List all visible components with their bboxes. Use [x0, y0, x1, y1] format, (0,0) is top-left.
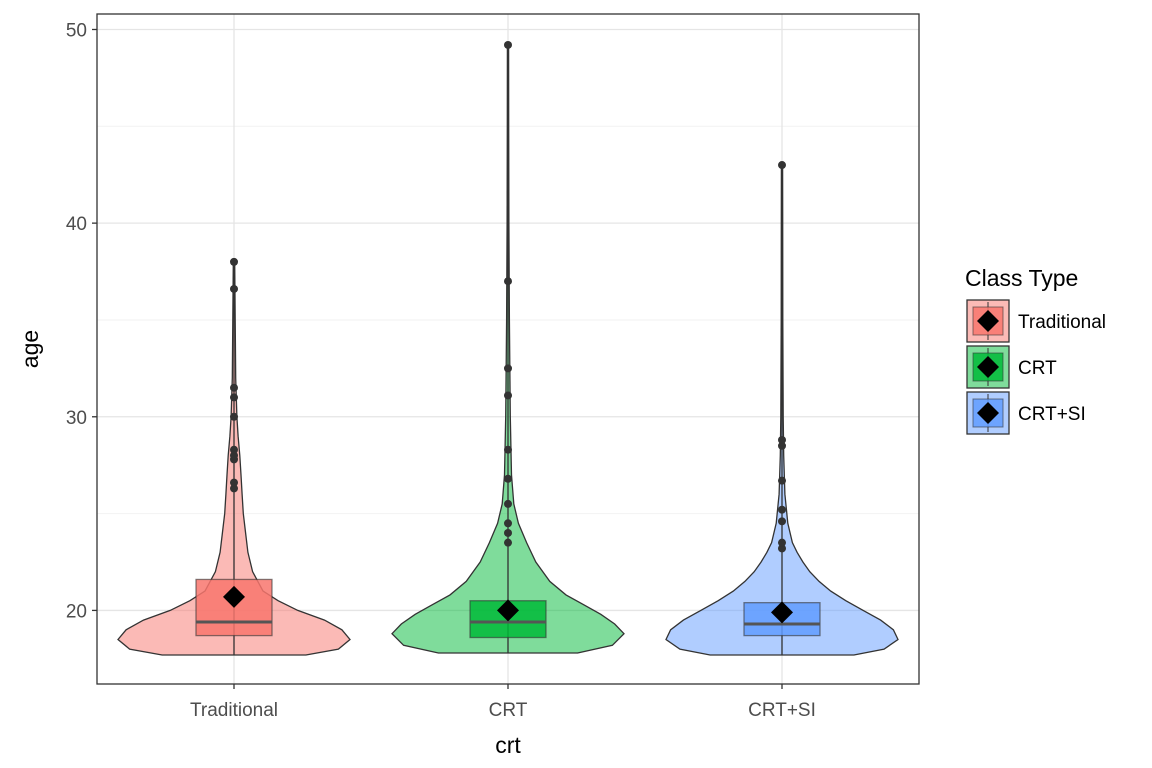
x-axis-title: crt — [495, 732, 521, 758]
legend-label: Traditional — [1018, 312, 1106, 333]
y-axis: 20 30 40 50 — [66, 20, 97, 622]
outlier-point — [230, 484, 238, 493]
y-axis-title: age — [17, 330, 43, 368]
outlier-point — [504, 519, 512, 528]
outlier-point — [504, 277, 512, 286]
outlier-point — [504, 364, 512, 373]
legend-diamond — [977, 356, 999, 378]
outlier-point — [504, 538, 512, 547]
violins — [117, 40, 899, 656]
violin-group-crt — [391, 40, 625, 654]
outlier-point — [504, 499, 512, 508]
legend-diamond — [977, 310, 999, 332]
outlier-point — [230, 284, 238, 293]
violin-group-traditional — [117, 257, 351, 656]
outlier-point — [230, 451, 238, 460]
x-tick-label: CRT — [489, 700, 528, 721]
legend-title: Class Type — [965, 265, 1078, 291]
legend-label: CRT+SI — [1018, 404, 1086, 425]
outlier-point — [504, 528, 512, 537]
outlier-point — [504, 391, 512, 400]
outlier-point — [230, 478, 238, 487]
legend-key-crt: CRT — [966, 345, 1057, 389]
legend: Class Type Traditional CRT CRT+SI — [965, 265, 1106, 435]
legend-key-traditional: Traditional — [966, 299, 1106, 343]
mean-diamond — [497, 599, 519, 622]
y-tick-label: 20 — [66, 601, 87, 622]
outlier-point — [230, 393, 238, 402]
x-tick-label: CRT+SI — [748, 700, 816, 721]
violin-group-crt-si — [665, 161, 899, 656]
outlier-point — [778, 538, 786, 547]
outlier-point — [230, 412, 238, 421]
outlier-point — [778, 544, 786, 553]
legend-key-crt-si: CRT+SI — [966, 391, 1086, 435]
y-tick-label: 50 — [66, 20, 87, 41]
mean-diamond — [771, 601, 793, 624]
x-tick-label: Traditional — [190, 700, 278, 721]
x-axis: Traditional CRT CRT+SI — [190, 684, 816, 721]
outlier-point — [504, 474, 512, 483]
outlier-point — [504, 445, 512, 454]
outlier-point — [778, 441, 786, 450]
outlier-point — [778, 517, 786, 526]
outlier-point — [504, 40, 512, 49]
outlier-point — [230, 445, 238, 454]
outlier-point — [230, 383, 238, 392]
outlier-point — [778, 476, 786, 485]
legend-label: CRT — [1018, 358, 1057, 379]
outlier-point — [230, 257, 238, 266]
mean-diamond — [223, 585, 245, 608]
y-tick-label: 30 — [66, 408, 87, 429]
outlier-point — [778, 436, 786, 445]
legend-diamond — [977, 402, 999, 424]
y-tick-label: 40 — [66, 214, 87, 235]
outlier-point — [778, 505, 786, 514]
outlier-point — [778, 161, 786, 170]
